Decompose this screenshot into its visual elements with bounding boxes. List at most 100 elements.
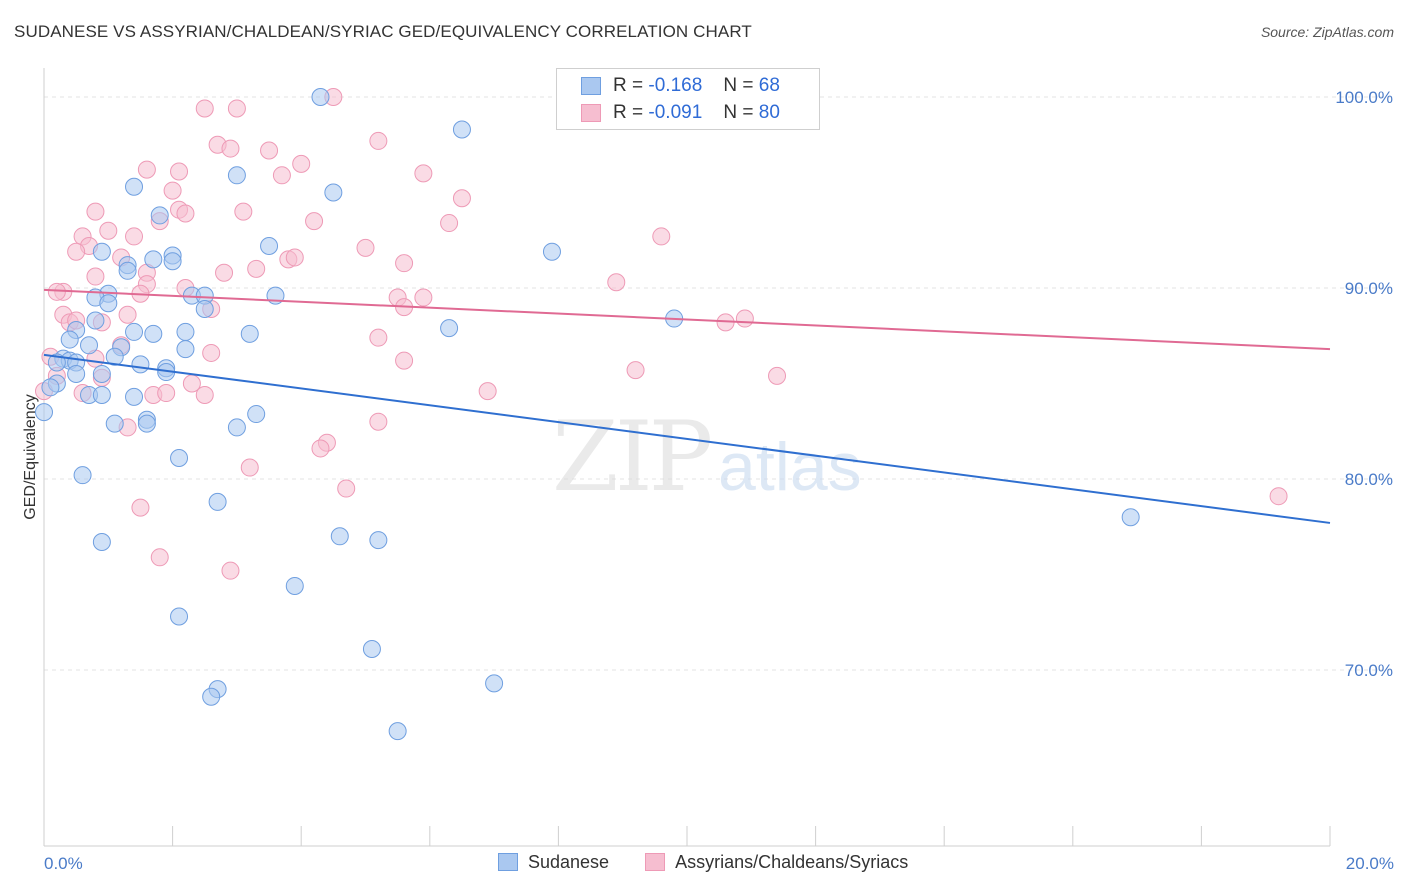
- assyrian-point: [227, 99, 246, 118]
- legend-n-label: N =: [723, 75, 754, 96]
- assyrian-point: [125, 227, 144, 246]
- sudanese-point: [60, 330, 79, 349]
- assyrian-point: [240, 458, 259, 477]
- sudanese-point: [92, 364, 111, 383]
- sudanese-point: [86, 311, 105, 330]
- sudanese-point: [452, 120, 471, 139]
- sudanese-point: [388, 722, 407, 741]
- sudanese-point: [99, 294, 118, 313]
- sudanese-point: [118, 261, 137, 280]
- assyrian-point: [260, 141, 279, 160]
- sudanese-point: [125, 177, 144, 196]
- sudanese-point: [176, 340, 195, 359]
- sudanese-point: [170, 448, 189, 467]
- legend-row-assyrian: R = -0.091 N = 80: [581, 102, 780, 126]
- sudanese-point: [80, 336, 99, 355]
- x-tick-label-left: 0.0%: [44, 854, 83, 873]
- assyrian-point: [221, 139, 240, 158]
- sudanese-point: [144, 250, 163, 269]
- sudanese-point: [362, 639, 381, 658]
- assyrian-point: [337, 479, 356, 498]
- assyrian-point: [195, 99, 214, 118]
- watermark-atlas: atlas: [718, 429, 862, 505]
- legend-r-label: R =: [613, 75, 644, 96]
- source-label: Source: ZipAtlas.com: [1260, 24, 1394, 40]
- sudanese-point: [35, 403, 53, 422]
- assyrian-point: [369, 328, 388, 347]
- assyrian-point: [99, 221, 118, 240]
- series-swatch-assyrian: [645, 853, 666, 871]
- assyrian-point: [47, 282, 66, 301]
- stats-legend: R = -0.168 N = 68 R = -0.091 N = 80: [556, 68, 820, 130]
- sudanese-point: [105, 414, 124, 433]
- assyrian-trend-line: [43, 288, 1331, 351]
- assyrian-point: [137, 160, 156, 179]
- assyrian-point: [395, 351, 414, 370]
- sudanese-point: [163, 252, 182, 271]
- assyrian-point: [86, 267, 105, 286]
- trend-lines: [43, 288, 1331, 524]
- sudanese-point: [150, 206, 169, 225]
- series-swatch-sudanese: [498, 853, 518, 871]
- sudanese-point: [330, 527, 349, 546]
- series-label-sudanese: Sudanese: [528, 852, 610, 872]
- sudanese-point: [92, 533, 111, 552]
- assyrian-point: [440, 214, 459, 233]
- assyrian-point: [768, 366, 787, 385]
- sudanese-point: [170, 607, 189, 626]
- assyrian-point: [626, 361, 645, 380]
- sudanese-trend-line: [43, 353, 1331, 524]
- sudanese-point: [67, 364, 86, 383]
- assyrian-point: [735, 309, 754, 328]
- watermark: ZIP atlas: [552, 401, 862, 513]
- gridlines: [44, 96, 1392, 671]
- sudanese-points: [35, 88, 1140, 741]
- assyrian-point: [395, 254, 414, 273]
- assyrian-point: [234, 202, 253, 221]
- legend-swatch-sudanese: [581, 76, 601, 95]
- assyrian-point: [1269, 487, 1288, 506]
- assyrian-point: [311, 439, 330, 458]
- assyrian-point: [157, 384, 176, 403]
- legend-swatch-assyrian: [581, 103, 601, 122]
- sudanese-point: [542, 242, 561, 261]
- assyrian-point: [215, 263, 234, 282]
- sudanese-point: [260, 236, 279, 255]
- sudanese-point: [247, 405, 266, 424]
- sudanese-point: [485, 674, 504, 693]
- assyrian-point: [118, 305, 137, 324]
- sudanese-point: [311, 88, 330, 106]
- assyrian-point: [305, 212, 324, 231]
- assyrian-point: [369, 412, 388, 431]
- series-legend: Sudanese Assyrians/Chaldeans/Syriacs: [498, 852, 908, 873]
- assyrian-point: [195, 385, 214, 404]
- sudanese-point: [195, 300, 214, 319]
- series-label-assyrian: Assyrians/Chaldeans/Syriacs: [675, 852, 909, 872]
- assyrian-point: [221, 561, 240, 580]
- sudanese-point: [227, 418, 246, 437]
- assyrian-point: [170, 162, 189, 181]
- assyrian-point: [356, 238, 375, 257]
- assyrian-point: [607, 273, 626, 292]
- chart-title: SUDANESE VS ASSYRIAN/CHALDEAN/SYRIAC GED…: [14, 22, 752, 41]
- sudanese-point: [324, 183, 343, 202]
- sudanese-point: [240, 324, 259, 343]
- sudanese-point: [440, 319, 459, 338]
- assyrian-point: [163, 181, 182, 200]
- assyrian-point: [652, 227, 671, 246]
- y-tick-label: 90.0%: [1345, 279, 1393, 298]
- legend-n-value-sudanese: 68: [758, 75, 780, 96]
- sudanese-point: [47, 353, 66, 372]
- legend-n-label: N =: [723, 102, 754, 123]
- y-axis-label: GED/Equivalency: [22, 394, 39, 519]
- assyrian-point: [202, 343, 221, 362]
- assyrian-point: [67, 242, 86, 261]
- legend-n-value-assyrian: 80: [758, 102, 780, 123]
- assyrian-point: [272, 166, 291, 185]
- assyrian-point: [414, 164, 433, 183]
- sudanese-point: [369, 531, 388, 550]
- y-axis-tick-labels: 100.0% 90.0% 80.0% 70.0%: [1335, 88, 1393, 680]
- assyrian-point: [150, 548, 169, 567]
- sudanese-point: [137, 414, 156, 433]
